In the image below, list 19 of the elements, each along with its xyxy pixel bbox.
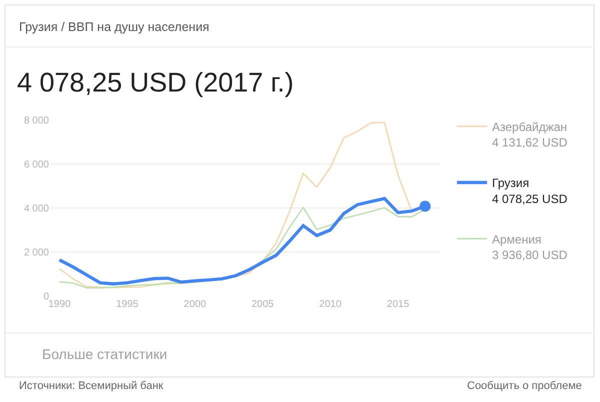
chart-title: 4 078,25 USD (2017 г.) [17,67,294,98]
y-tick-label: 0 [43,292,50,302]
y-tick-label: 8 000 [24,116,50,126]
y-tick-label: 6 000 [24,160,50,170]
text: Больше статистики [42,346,168,362]
x-tick-label: 2015 [386,299,410,310]
x-tick-label: 1990 [48,299,72,310]
x-tick-label: 1995 [116,299,139,310]
legend-label: Армения 3 936,80 USD [492,232,568,262]
legend-label: Грузия 4 078,25 USD [492,176,568,206]
x-tick-label: 2000 [184,299,206,310]
text: Сообщить о проблеме [467,380,582,392]
y-tick-label: 2 000 [24,248,50,258]
chart-subtitle: Грузия / ВВП на душу населения [19,20,210,34]
text: Источники: Всемирный банк [19,380,164,392]
x-tick-label: 2005 [251,299,274,310]
legend-label: Азербайджан 4 131,62 USD [492,120,568,150]
x-tick-label: 2010 [319,299,342,310]
y-tick-label: 4 000 [24,204,50,214]
